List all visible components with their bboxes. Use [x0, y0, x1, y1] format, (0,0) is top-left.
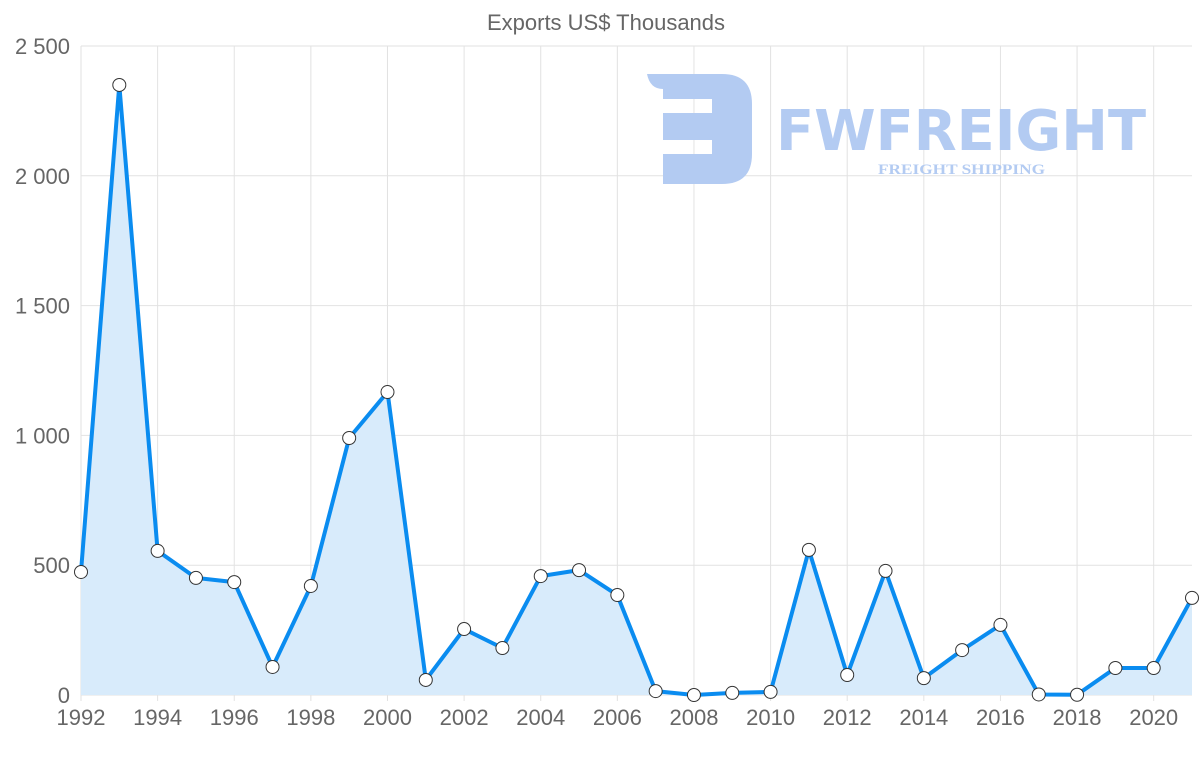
y-tick-label: 1 500: [15, 294, 70, 319]
x-tick-label: 1996: [210, 705, 259, 730]
data-point: [648, 684, 663, 699]
x-tick-label: 1994: [133, 705, 182, 730]
data-point: [112, 77, 127, 92]
data-point: [533, 569, 548, 584]
data-point: [188, 570, 203, 585]
data-point: [342, 430, 357, 445]
data-point: [150, 543, 165, 558]
logo-mark-icon: [647, 74, 752, 184]
x-tick-label: 1992: [57, 705, 106, 730]
data-point: [686, 688, 701, 702]
data-point: [1031, 687, 1046, 702]
watermark-brand: FWFREIGHT: [776, 99, 1146, 164]
x-tick-label: 2016: [976, 705, 1025, 730]
x-tick-label: 2010: [746, 705, 795, 730]
data-point: [801, 542, 816, 557]
x-tick-label: 2020: [1129, 705, 1178, 730]
data-point: [993, 617, 1008, 632]
series: [74, 77, 1199, 702]
series-area: [81, 84, 1192, 695]
y-tick-label: 1 000: [15, 423, 70, 448]
data-point: [1108, 661, 1123, 676]
data-point: [457, 622, 472, 637]
x-axis: 1992 1994 1996 1998 2000 2002 2004 2006 2008 2010…: [57, 705, 1179, 730]
data-point: [763, 684, 778, 699]
y-tick-label: 500: [33, 553, 70, 578]
y-axis: 0 500 1 000 1 500 2 000 2 500: [15, 34, 70, 708]
x-tick-label: 2018: [1053, 705, 1102, 730]
data-point: [1185, 590, 1199, 605]
data-point: [1070, 687, 1085, 702]
data-point: [916, 671, 931, 686]
chart-title: Exports US$ Thousands: [487, 10, 725, 35]
data-point: [418, 672, 433, 687]
y-tick-label: 2 000: [15, 164, 70, 189]
x-tick-label: 2006: [593, 705, 642, 730]
y-tick-label: 0: [58, 683, 70, 708]
data-point: [303, 578, 318, 593]
data-point: [878, 563, 893, 578]
data-point: [74, 564, 88, 579]
x-tick-label: 2000: [363, 705, 412, 730]
x-tick-label: 2012: [823, 705, 872, 730]
y-tick-label: 2 500: [15, 34, 70, 59]
data-point: [610, 588, 625, 603]
watermark-logo: FWFREIGHT FREIGHT SHIPPING: [647, 74, 1146, 184]
data-point: [1146, 661, 1161, 676]
data-point: [840, 668, 855, 683]
x-tick-label: 1998: [286, 705, 335, 730]
watermark-tagline: FREIGHT SHIPPING: [878, 162, 1045, 178]
x-tick-label: 2002: [440, 705, 489, 730]
series-line: [79, 82, 1194, 697]
data-point: [495, 641, 510, 656]
data-point: [227, 575, 242, 590]
x-tick-label: 2014: [899, 705, 948, 730]
data-point: [955, 643, 970, 658]
data-point: [380, 385, 395, 400]
data-point: [725, 685, 740, 700]
x-tick-label: 2004: [516, 705, 565, 730]
data-point: [572, 563, 587, 578]
x-tick-label: 2008: [669, 705, 718, 730]
data-point: [265, 659, 280, 674]
